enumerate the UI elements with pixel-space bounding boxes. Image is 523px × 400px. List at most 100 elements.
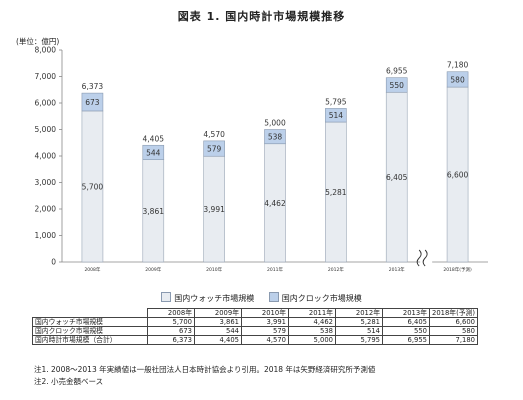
data-table: 2008年 2009年 2010年 2011年 2012年 2013年 2018… (32, 308, 478, 345)
data-label-clock: 579 (207, 145, 222, 154)
legend-item-clock: 国内クロック市場規模 (268, 292, 362, 304)
y-tick-label: 7,000 (35, 72, 57, 81)
bar-clock (325, 108, 347, 123)
axis-break-icon (416, 248, 433, 268)
data-label-total: 7,180 (447, 61, 469, 70)
data-label-total: 4,570 (203, 130, 225, 139)
axis-break-curve (416, 249, 422, 267)
data-label-watch: 3,861 (143, 207, 165, 216)
table-cell: 5,795 (335, 335, 383, 345)
x-tick-label: 2018年(予測) (443, 266, 472, 273)
data-label-total: 4,405 (143, 134, 165, 143)
data-label-watch: 6,405 (386, 173, 408, 182)
table-header-row: 2008年 2009年 2010年 2011年 2012年 2013年 2018… (32, 308, 478, 318)
table-cell: 5,000 (288, 335, 336, 345)
axis-break-curve (422, 249, 428, 267)
table-header: 2018年(予測) (429, 308, 478, 318)
y-tick-label: 5,000 (35, 125, 57, 134)
table-cell: 6,405 (382, 317, 430, 327)
data-label-clock: 544 (146, 148, 161, 157)
legend-swatch-clock (268, 292, 279, 302)
table-header: 2013年 (382, 308, 430, 318)
data-label-watch: 5,281 (325, 188, 347, 197)
unit-label: (単位：億円) (16, 37, 60, 46)
table-cell: 580 (429, 326, 478, 336)
bar-clock (142, 144, 165, 160)
data-label-total: 5,795 (325, 97, 347, 106)
bar-clock (385, 77, 408, 93)
table-header: 2009年 (194, 308, 242, 318)
legend: 国内ウォッチ市場規模 国内クロック市場規模 (0, 292, 523, 304)
y-tick-label: 4,000 (35, 152, 57, 161)
x-tick-label: 2013年 (389, 266, 405, 273)
bar-clock (264, 129, 286, 145)
table-header: 2010年 (241, 308, 289, 318)
x-axis-labels: 2008年 2009年 2010年 2011年 2012年 2013年 2018年(予測) (84, 266, 472, 273)
bar-chart: 0 1,000 2,000 3,000 4,000 5,000 6,000 7,000 8,00… (35, 46, 488, 273)
table-row: 国内クロック市場規模 673 544 579 538 514 550 580 (32, 326, 478, 336)
data-label-watch: 3,991 (203, 205, 225, 214)
table-cell: 3,861 (194, 317, 242, 327)
table-row: 国内時計市場規模（合計） 6,373 4,405 4,570 5,000 5,7… (32, 335, 478, 345)
table-row: 国内ウォッチ市場規模 5,700 3,861 3,991 4,462 5,281… (32, 317, 478, 327)
table-cell: 3,991 (241, 317, 289, 327)
row-label: 国内クロック市場規模 (32, 326, 148, 336)
data-label-total: 6,955 (386, 67, 408, 76)
table-header: 2011年 (288, 308, 336, 318)
table-cell: 5,700 (147, 317, 195, 327)
y-tick-label: 8,000 (35, 46, 57, 55)
table-corner (32, 308, 148, 318)
row-label: 国内ウォッチ市場規模 (32, 317, 148, 327)
y-tick-label: 6,000 (35, 99, 57, 108)
table-cell: 514 (335, 326, 383, 336)
y-tick-label: 3,000 (35, 178, 57, 187)
data-label-clock: 580 (450, 75, 465, 84)
data-label-watch: 6,600 (447, 171, 469, 180)
y-tick-label: 1,000 (35, 231, 57, 240)
row-label: 国内時計市場規模（合計） (32, 335, 148, 345)
x-tick-label: 2010年 (206, 266, 222, 273)
table-cell: 673 (147, 326, 195, 336)
x-tick-label: 2012年 (328, 266, 344, 273)
table-header: 2012年 (335, 308, 383, 318)
legend-label-clock: 国内クロック市場規模 (281, 294, 362, 303)
data-label-clock: 538 (268, 133, 283, 142)
x-tick-label: 2008年 (84, 266, 100, 273)
y-tick-label: 0 (51, 258, 56, 267)
bar-clock (81, 92, 104, 112)
table-cell: 5,281 (335, 317, 383, 327)
table-cell: 544 (194, 326, 242, 336)
data-label-total: 6,373 (82, 82, 104, 91)
data-label-clock: 514 (329, 111, 344, 120)
table-cell: 4,405 (194, 335, 242, 345)
table-cell: 579 (241, 326, 289, 336)
data-label-watch: 4,462 (264, 199, 286, 208)
bar-clock (203, 140, 225, 157)
footnote: 注1. 2008～2013 年実績値は一般社団法人日本時計協会より引用。2018… (34, 365, 376, 374)
chart-title: 図表 1. 国内時計市場規模推移 (177, 10, 346, 23)
table-header: 2008年 (147, 308, 195, 318)
data-label-clock: 550 (390, 81, 405, 90)
bars: 5,700 673 6,373 3,861 544 4,405 3,991 579 4,570 4… (81, 61, 469, 263)
y-tick-label: 2,000 (35, 205, 57, 214)
x-tick-label: 2009年 (145, 266, 161, 273)
footnote: 注2. 小売金額ベース (34, 377, 104, 386)
data-label-total: 5,000 (264, 119, 286, 128)
table-cell: 550 (382, 326, 430, 336)
y-axis-grid: 0 1,000 2,000 3,000 4,000 5,000 6,000 7,000 8,00… (35, 46, 488, 267)
table-cell: 4,570 (241, 335, 289, 345)
table-cell: 4,462 (288, 317, 336, 327)
table-cell: 6,955 (382, 335, 430, 345)
table-cell: 6,373 (147, 335, 195, 345)
x-tick-label: 2011年 (267, 266, 283, 273)
table-cell: 538 (288, 326, 336, 336)
legend-item-watch: 国内ウォッチ市場規模 (161, 292, 254, 304)
table-cell: 6,600 (429, 317, 478, 327)
data-label-watch: 5,700 (82, 182, 104, 191)
data-label-clock: 673 (85, 98, 100, 107)
bar-clock (446, 71, 469, 88)
legend-label-watch: 国内ウォッチ市場規模 (174, 294, 255, 303)
footnotes: 注1. 2008～2013 年実績値は一般社団法人日本時計協会より引用。2018… (34, 364, 375, 388)
table-cell: 7,180 (429, 335, 478, 345)
legend-swatch-watch (161, 292, 172, 302)
